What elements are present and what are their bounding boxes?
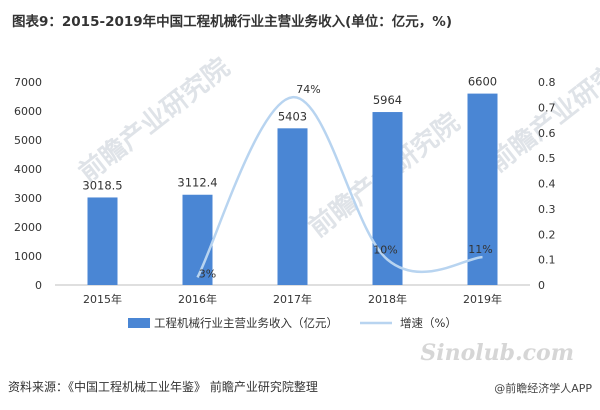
bar (87, 197, 118, 285)
y-axis-left: 0 1000 2000 3000 4000 5000 6000 7000 (14, 76, 42, 292)
bar-value-label: 6600 (468, 75, 497, 89)
bar (182, 194, 213, 285)
bar-series (87, 93, 498, 285)
bar-labels: 3018.5 3112.4 5403 5964 6600 (82, 75, 497, 193)
y-left-tick-label: 0 (35, 279, 42, 292)
bar-value-label: 5403 (278, 109, 307, 123)
line-value-label: 10% (373, 244, 397, 257)
y-left-tick-label: 7000 (14, 76, 42, 89)
x-tick-label: 2019年 (463, 292, 502, 306)
y-left-tick-label: 1000 (14, 250, 42, 263)
bar (277, 128, 308, 285)
y-right-tick-label: 0.5 (538, 152, 556, 165)
brand-handle: @前瞻经济学人APP (494, 382, 592, 395)
legend-bar-label: 工程机械行业主营业务收入（亿元） (154, 316, 338, 330)
bar-value-label: 3112.4 (177, 176, 217, 190)
y-right-tick-label: 0.1 (538, 254, 556, 267)
y-left-tick-label: 5000 (14, 134, 42, 147)
y-left-tick-label: 3000 (14, 192, 42, 205)
y-right-tick-label: 0.8 (538, 76, 556, 89)
bar (467, 93, 498, 285)
y-right-tick-label: 0.3 (538, 203, 556, 216)
bar-value-label: 5964 (373, 93, 402, 107)
y-right-tick-label: 0.4 (538, 178, 556, 191)
y-left-tick-label: 4000 (14, 163, 42, 176)
line-value-label: 3% (199, 267, 216, 280)
legend-bar-swatch (128, 318, 150, 328)
brand-logo: Sinolub.com (420, 340, 574, 366)
line-labels: 3% 74% 10% 11% (199, 83, 493, 280)
growth-line (196, 95, 483, 278)
legend: 工程机械行业主营业务收入（亿元） 增速（%） (128, 316, 457, 330)
x-axis-labels: 2015年 2016年 2017年 2018年 2019年 (83, 292, 502, 306)
bar-value-label: 3018.5 (82, 178, 122, 192)
y-right-tick-label: 0.7 (538, 101, 556, 114)
x-tick-label: 2015年 (83, 292, 122, 306)
line-value-label: 74% (296, 83, 320, 96)
bar (372, 112, 403, 285)
chart-area: 0 1000 2000 3000 4000 5000 6000 7000 0 0.1 0.2 0.3… (14, 75, 556, 330)
x-tick-label: 2016年 (178, 292, 217, 306)
y-right-tick-label: 0 (538, 279, 545, 292)
y-left-tick-label: 2000 (14, 221, 42, 234)
y-right-tick-label: 0.2 (538, 228, 556, 241)
y-left-tick-label: 6000 (14, 105, 42, 118)
y-axis-right: 0 0.1 0.2 0.3 0.4 0.5 0.6 0.7 0.8 (538, 76, 556, 292)
y-right-tick-label: 0.6 (538, 127, 556, 140)
source-note: 资料来源：《中国工程机械工业年鉴》 前瞻产业研究院整理 (8, 380, 318, 394)
line-value-label: 11% (468, 243, 492, 256)
legend-line-label: 增速（%） (400, 316, 457, 330)
chart-title: 图表9：2015-2019年中国工程机械行业主营业务收入(单位：亿元，%) (12, 14, 453, 30)
x-tick-label: 2018年 (368, 292, 407, 306)
x-tick-label: 2017年 (273, 292, 312, 306)
